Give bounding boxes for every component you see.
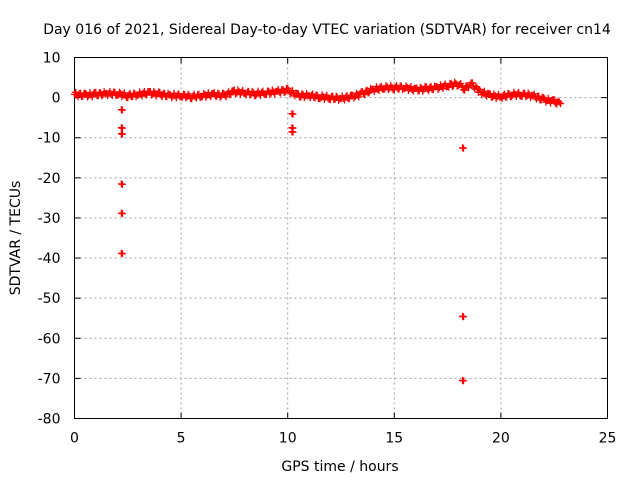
trace-point xyxy=(480,87,488,95)
outlier-point xyxy=(460,144,468,152)
trace-point xyxy=(375,87,383,95)
y-tick-label: -20 xyxy=(38,171,61,187)
trace-point xyxy=(472,83,480,91)
outlier-point xyxy=(118,250,126,258)
trace-point xyxy=(345,95,353,103)
trace-point xyxy=(361,91,369,99)
outlier-point xyxy=(118,180,126,188)
trace-point xyxy=(81,89,89,97)
trace-point xyxy=(232,90,240,98)
trace-point xyxy=(515,88,523,96)
x-tick-label: 15 xyxy=(385,431,403,447)
trace-point xyxy=(407,83,415,91)
trace-point xyxy=(542,98,550,106)
trace-point xyxy=(147,91,155,99)
y-tick-label: 0 xyxy=(52,91,61,107)
outlier-point xyxy=(289,128,297,136)
trace-point xyxy=(522,93,530,101)
trace-point xyxy=(280,89,288,97)
trace-point xyxy=(227,91,235,99)
x-axis-label: GPS time / hours xyxy=(281,459,398,475)
trace-point xyxy=(316,95,324,103)
trace-point xyxy=(555,98,563,106)
plot-frame xyxy=(74,57,608,419)
trace-point xyxy=(434,85,442,93)
trace-point xyxy=(498,95,506,103)
trace-point xyxy=(309,90,317,98)
trace-point xyxy=(355,93,363,101)
y-tick-label: 10 xyxy=(43,51,61,67)
outlier-point xyxy=(460,313,468,321)
axis-ticks: 0 5 10 15 20 25 10 0 -10 -20 -30 -40 -50 -60 -70 -80 xyxy=(38,51,617,447)
trace-point xyxy=(116,88,124,96)
trace-point xyxy=(248,87,256,95)
y-tick-label: -10 xyxy=(38,131,61,147)
x-tick-label: 20 xyxy=(492,431,510,447)
trace-point xyxy=(323,91,331,99)
y-tick-label: -40 xyxy=(38,251,61,267)
chart-title: Day 016 of 2021, Sidereal Day-to-day VTE… xyxy=(43,22,611,38)
y-tick-label: -50 xyxy=(38,291,61,307)
trace-point xyxy=(425,87,433,95)
outlier-point xyxy=(289,110,297,118)
trace-point xyxy=(216,93,224,101)
trace-point xyxy=(98,92,106,100)
trace-point xyxy=(461,86,469,94)
trace-point xyxy=(451,78,459,86)
y-tick-label: -70 xyxy=(38,371,61,387)
trace-point xyxy=(468,79,476,87)
grid-lines xyxy=(74,57,608,419)
y-tick-label: -60 xyxy=(38,331,61,347)
trace-point xyxy=(124,94,132,102)
trace-point xyxy=(341,96,349,104)
trace-point xyxy=(550,96,558,104)
x-tick-label: 10 xyxy=(279,431,297,447)
x-tick-label: 0 xyxy=(70,431,79,447)
x-tick-label: 5 xyxy=(177,431,186,447)
outlier-point xyxy=(118,124,126,132)
trace-point xyxy=(445,83,453,91)
outlier-point xyxy=(118,210,126,218)
y-tick-label: -80 xyxy=(38,412,61,428)
trace-point xyxy=(530,90,538,98)
outlier-point xyxy=(460,377,468,385)
y-tick-label: -30 xyxy=(38,211,61,227)
trace-point xyxy=(200,89,208,97)
trace-point xyxy=(288,87,296,95)
data-points xyxy=(71,78,565,385)
trace-point xyxy=(300,94,308,102)
trace-point xyxy=(364,89,372,97)
outlier-point xyxy=(118,130,126,138)
trace-point xyxy=(332,92,340,100)
trace-point xyxy=(256,91,264,99)
trace-point xyxy=(222,93,230,101)
outlier-point xyxy=(118,106,126,114)
trace-point xyxy=(535,92,543,100)
x-tick-label: 25 xyxy=(599,431,617,447)
trace-point xyxy=(457,79,465,87)
trace-point xyxy=(557,100,565,108)
y-axis-label: SDTVAR / TECUs xyxy=(8,181,24,296)
trace-point xyxy=(350,94,358,102)
